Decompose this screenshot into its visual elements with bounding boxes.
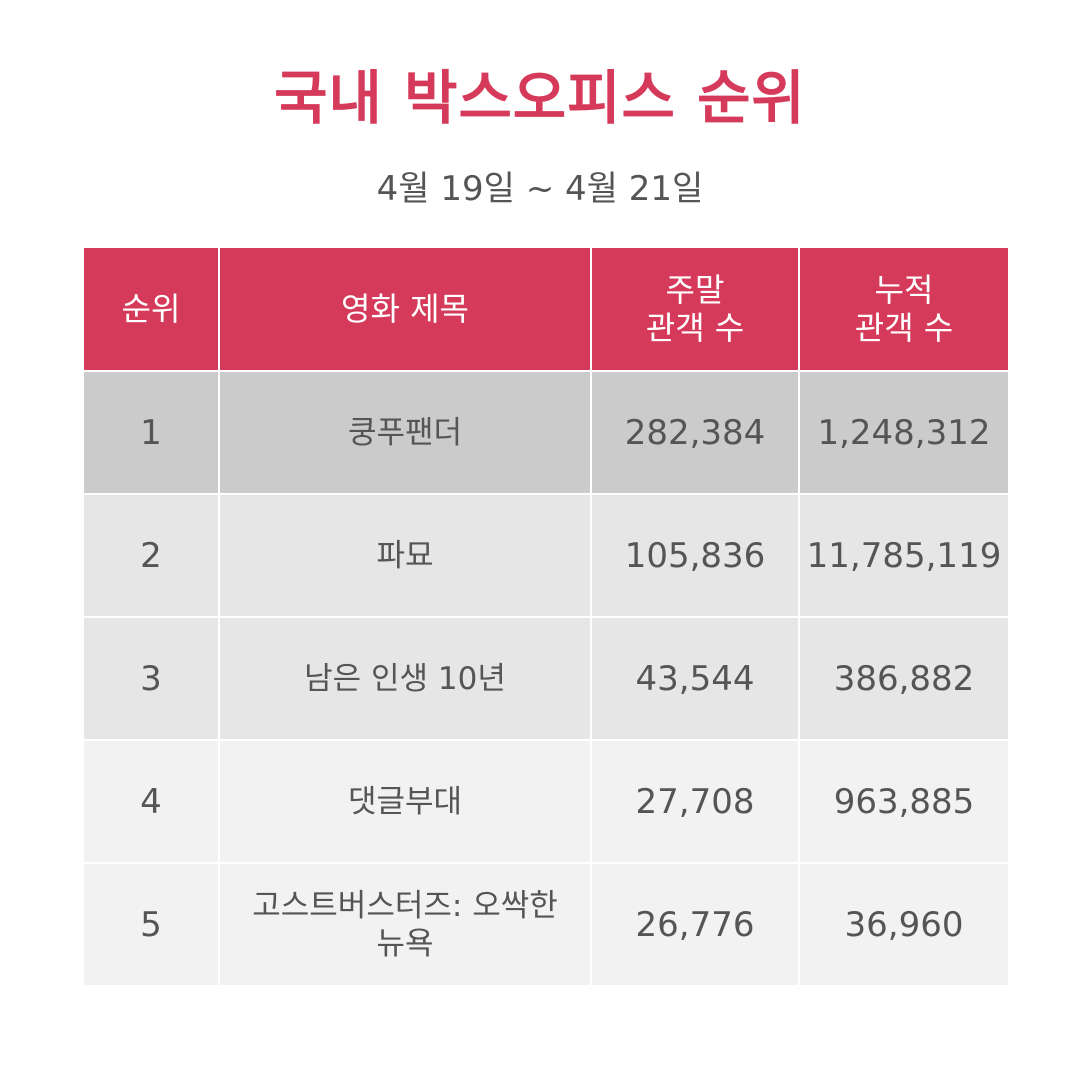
weekend-audience-cell: 105,836 (592, 495, 800, 618)
total-audience-cell: 1,248,312 (800, 372, 1008, 495)
weekend-audience-cell: 27,708 (592, 741, 800, 864)
movie-title-cell: 파묘 (220, 495, 592, 618)
weekend-audience-cell: 282,384 (592, 372, 800, 495)
header-total-audience: 누적 관객 수 (800, 248, 1008, 372)
date-range: 4월 19일 ~ 4월 21일 (376, 169, 704, 209)
weekend-audience-cell: 43,544 (592, 618, 800, 741)
rank-cell: 1 (84, 372, 220, 495)
header-rank: 순위 (84, 248, 220, 372)
weekend-audience-cell: 26,776 (592, 864, 800, 987)
header-movie-title: 영화 제목 (220, 248, 592, 372)
page-title: 국내 박스오피스 순위 (274, 64, 806, 132)
movie-title-cell: 고스트버스터즈: 오싹한 뉴욕 (220, 864, 592, 987)
total-audience-cell: 36,960 (800, 864, 1008, 987)
movie-title-cell: 댓글부대 (220, 741, 592, 864)
header-weekend-audience: 주말 관객 수 (592, 248, 800, 372)
ranking-table: 순위 영화 제목 주말 관객 수 누적 관객 수 1 쿵푸팬더 282,384 … (84, 248, 1008, 989)
rank-cell: 4 (84, 741, 220, 864)
rank-cell: 3 (84, 618, 220, 741)
rank-cell: 5 (84, 864, 220, 987)
total-audience-cell: 386,882 (800, 618, 1008, 741)
total-audience-cell: 11,785,119 (800, 495, 1008, 618)
rank-cell: 2 (84, 495, 220, 618)
total-audience-cell: 963,885 (800, 741, 1008, 864)
movie-title-cell: 남은 인생 10년 (220, 618, 592, 741)
movie-title-cell: 쿵푸팬더 (220, 372, 592, 495)
